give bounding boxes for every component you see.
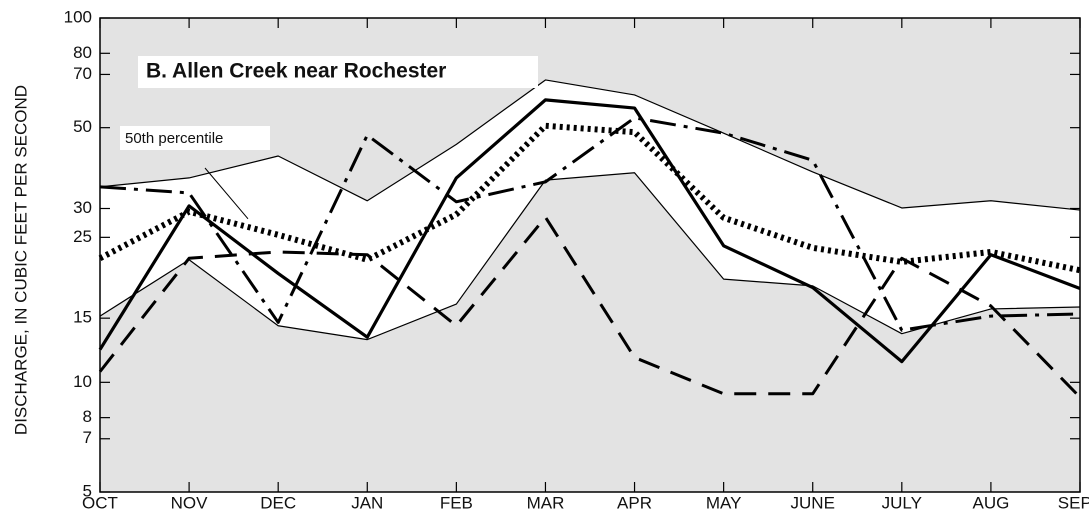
series-line <box>98 215 1082 399</box>
y-tick-label: 70 <box>73 64 92 83</box>
x-tick-label: DEC <box>260 493 296 512</box>
y-tick-label: 80 <box>73 43 92 62</box>
x-tick-label: MAR <box>527 493 565 512</box>
chart-title: B. Allen Creek near Rochester <box>146 60 446 83</box>
x-tick-label: MAY <box>706 493 742 512</box>
y-tick-label: 30 <box>73 198 92 217</box>
annotation-box <box>120 126 270 150</box>
annotation-leader <box>204 167 249 220</box>
percentile-band <box>100 79 1080 340</box>
y-tick-label: 5 <box>83 481 92 500</box>
title-box <box>138 56 538 88</box>
x-tick-label: OCT <box>82 493 118 512</box>
y-tick-label: 50 <box>73 117 92 136</box>
x-tick-label: SEPT <box>1058 493 1089 512</box>
x-tick-label: AUG <box>972 493 1009 512</box>
y-tick-label: 10 <box>73 372 92 391</box>
x-tick-label: FEB <box>440 493 473 512</box>
series-line <box>99 172 1081 341</box>
plot-frame <box>99 17 1081 493</box>
x-tick-label: JUNE <box>791 493 835 512</box>
y-tick-label: 15 <box>73 308 92 327</box>
annotation: 50th percentile <box>125 130 223 147</box>
series-line <box>99 79 1081 211</box>
y-tick-label: 100 <box>64 7 92 26</box>
x-tick-label: NOV <box>171 493 209 512</box>
y-tick-label: 25 <box>73 227 92 246</box>
x-tick-label: JULY <box>882 493 922 512</box>
x-tick-label: APR <box>617 493 652 512</box>
x-tick-label: JAN <box>351 493 383 512</box>
y-tick-label: 8 <box>83 407 92 426</box>
series-line <box>99 116 1081 332</box>
series-line <box>98 122 1081 274</box>
y-tick-label: 7 <box>83 428 92 447</box>
y-axis-label: DISCHARGE, IN CUBIC FEET PER SECOND <box>11 85 30 435</box>
series-line <box>98 98 1081 364</box>
